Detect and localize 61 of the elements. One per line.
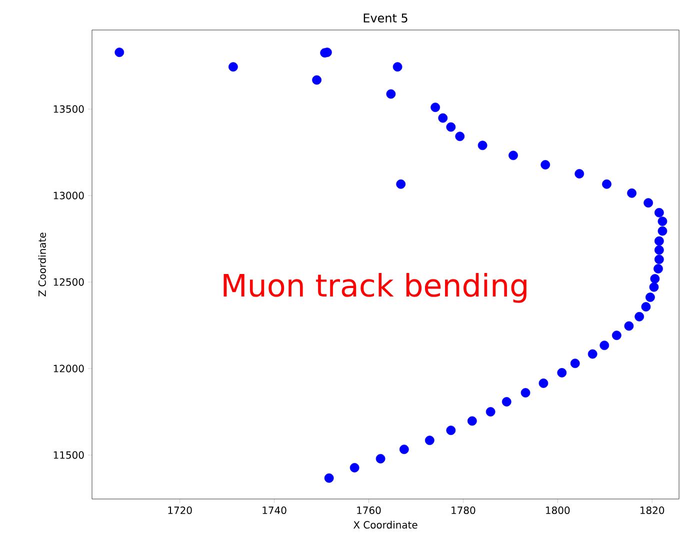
point (430, 102, 440, 112)
point (424, 436, 434, 446)
y-tick-label: 13500 (54, 105, 84, 113)
y-tick-label: 13000 (54, 192, 84, 200)
point (508, 150, 518, 160)
point (641, 302, 651, 312)
point (386, 89, 396, 99)
point (654, 245, 664, 255)
point (646, 292, 655, 302)
point (520, 388, 530, 398)
point (399, 444, 409, 454)
point (588, 349, 598, 359)
point (654, 254, 664, 264)
point (392, 62, 402, 72)
x-tick-label: 1760 (357, 506, 381, 514)
point (570, 358, 580, 368)
y-tick-label: 12500 (54, 278, 84, 286)
x-tick-label: 1740 (262, 506, 286, 514)
point (644, 198, 654, 208)
point (478, 140, 488, 150)
y-axis-title: Z Coordinate (38, 232, 46, 296)
y-tick-label: 12000 (54, 364, 84, 372)
point (650, 274, 660, 284)
point (602, 179, 612, 189)
point (634, 312, 644, 322)
point (324, 473, 334, 483)
point (574, 169, 584, 178)
point (654, 264, 663, 274)
point (114, 48, 124, 58)
x-tick-label: 1820 (640, 506, 664, 514)
point (658, 226, 668, 236)
point (502, 397, 512, 406)
point (627, 188, 636, 198)
point (658, 216, 668, 226)
point (376, 454, 386, 464)
point (486, 407, 496, 417)
point (624, 321, 634, 331)
point (396, 179, 406, 189)
point (350, 462, 360, 472)
point (312, 75, 322, 85)
point (612, 330, 622, 340)
point (446, 426, 456, 436)
x-tick-label: 1720 (168, 506, 192, 514)
point (654, 236, 664, 246)
x-axis-title: X Coordinate (354, 520, 418, 529)
chart-title: Event 5 (364, 14, 408, 22)
x-tick-label: 1780 (452, 506, 476, 514)
point (557, 368, 567, 378)
point (654, 208, 664, 218)
point (455, 132, 465, 142)
point (438, 113, 448, 123)
annotation: Muon track bending (224, 273, 526, 303)
x-tick-label: 1800 (546, 506, 570, 514)
point (228, 62, 238, 72)
point (467, 416, 477, 426)
point (600, 340, 610, 350)
point (538, 378, 548, 388)
y-tick-label: 11500 (54, 451, 84, 459)
point (446, 122, 456, 132)
point (540, 160, 550, 170)
point (649, 282, 659, 292)
